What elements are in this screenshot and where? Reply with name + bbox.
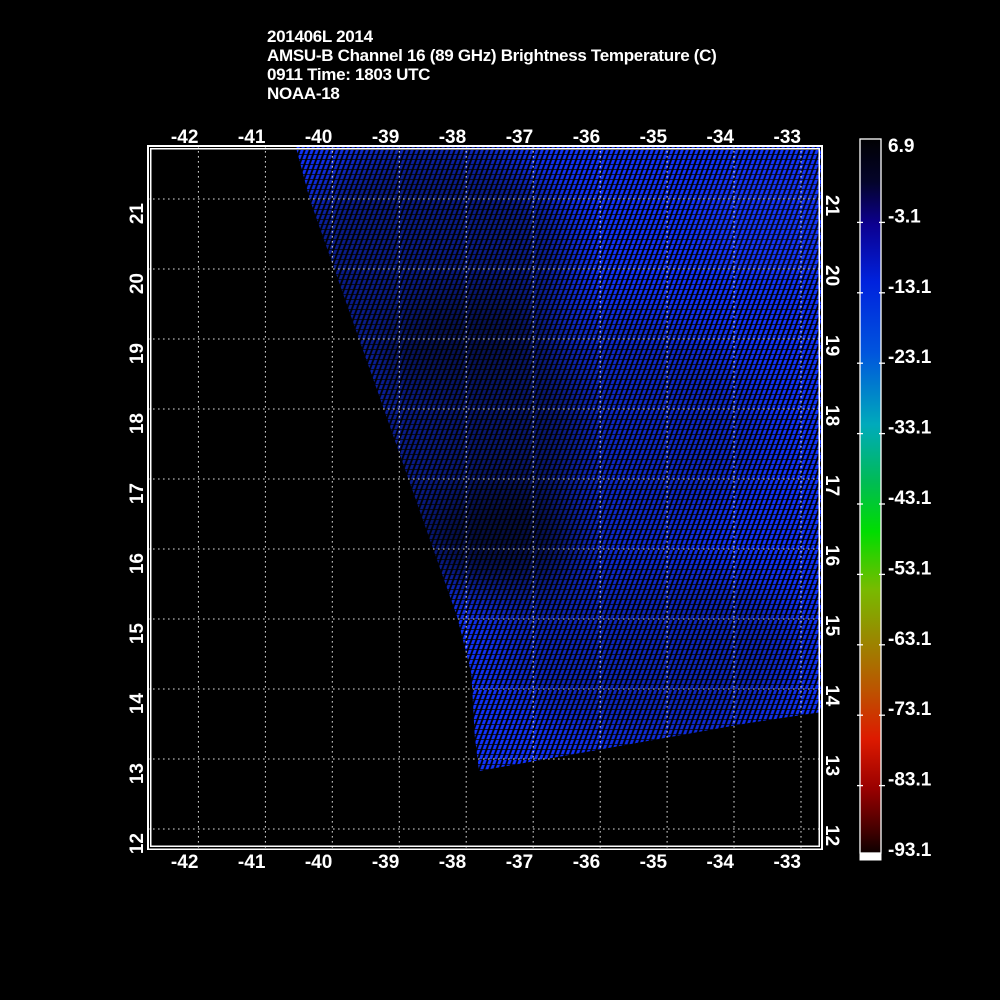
svg-text:15: 15 xyxy=(127,623,148,645)
svg-text:-83.1: -83.1 xyxy=(888,770,932,791)
svg-text:-13.1: -13.1 xyxy=(888,277,932,298)
svg-text:13: 13 xyxy=(127,763,148,784)
svg-text:19: 19 xyxy=(821,335,842,356)
svg-text:6.9: 6.9 xyxy=(888,136,914,157)
svg-text:-35: -35 xyxy=(640,852,668,873)
svg-text:-37: -37 xyxy=(506,852,533,873)
svg-text:-33.1: -33.1 xyxy=(888,418,932,439)
svg-text:-37: -37 xyxy=(506,127,533,148)
svg-text:18: 18 xyxy=(127,413,148,434)
svg-text:-39: -39 xyxy=(372,852,399,873)
svg-text:17: 17 xyxy=(127,483,148,504)
svg-text:14: 14 xyxy=(127,693,148,715)
svg-text:-23.1: -23.1 xyxy=(888,347,932,368)
svg-text:-40: -40 xyxy=(305,852,332,873)
svg-text:20: 20 xyxy=(127,273,148,294)
svg-text:-33: -33 xyxy=(774,852,801,873)
svg-text:-38: -38 xyxy=(439,852,466,873)
svg-text:13: 13 xyxy=(821,755,842,776)
svg-text:19: 19 xyxy=(127,343,148,364)
svg-text:15: 15 xyxy=(821,615,842,637)
svg-text:-34: -34 xyxy=(707,127,735,148)
svg-text:-43.1: -43.1 xyxy=(888,488,932,509)
svg-text:12: 12 xyxy=(821,825,842,846)
svg-text:21: 21 xyxy=(127,203,148,225)
svg-text:14: 14 xyxy=(821,685,842,707)
svg-text:-33: -33 xyxy=(774,127,801,148)
svg-text:12: 12 xyxy=(127,833,148,854)
svg-text:-53.1: -53.1 xyxy=(888,558,932,579)
svg-text:-41: -41 xyxy=(238,852,266,873)
svg-text:-41: -41 xyxy=(238,127,266,148)
svg-text:-36: -36 xyxy=(573,127,600,148)
svg-text:16: 16 xyxy=(821,545,842,566)
svg-text:-35: -35 xyxy=(640,127,668,148)
svg-text:16: 16 xyxy=(127,553,148,574)
svg-text:-39: -39 xyxy=(372,127,399,148)
svg-text:-38: -38 xyxy=(439,127,466,148)
svg-text:-36: -36 xyxy=(573,852,600,873)
svg-text:20: 20 xyxy=(821,265,842,286)
svg-text:-34: -34 xyxy=(707,852,735,873)
svg-text:-3.1: -3.1 xyxy=(888,206,921,227)
svg-text:-42: -42 xyxy=(171,852,198,873)
svg-text:21: 21 xyxy=(821,195,842,217)
svg-text:-93.1: -93.1 xyxy=(888,840,932,861)
svg-text:-63.1: -63.1 xyxy=(888,629,932,650)
svg-text:-40: -40 xyxy=(305,127,332,148)
svg-text:-42: -42 xyxy=(171,127,198,148)
svg-text:-73.1: -73.1 xyxy=(888,699,932,720)
svg-text:18: 18 xyxy=(821,405,842,426)
svg-text:17: 17 xyxy=(821,475,842,496)
